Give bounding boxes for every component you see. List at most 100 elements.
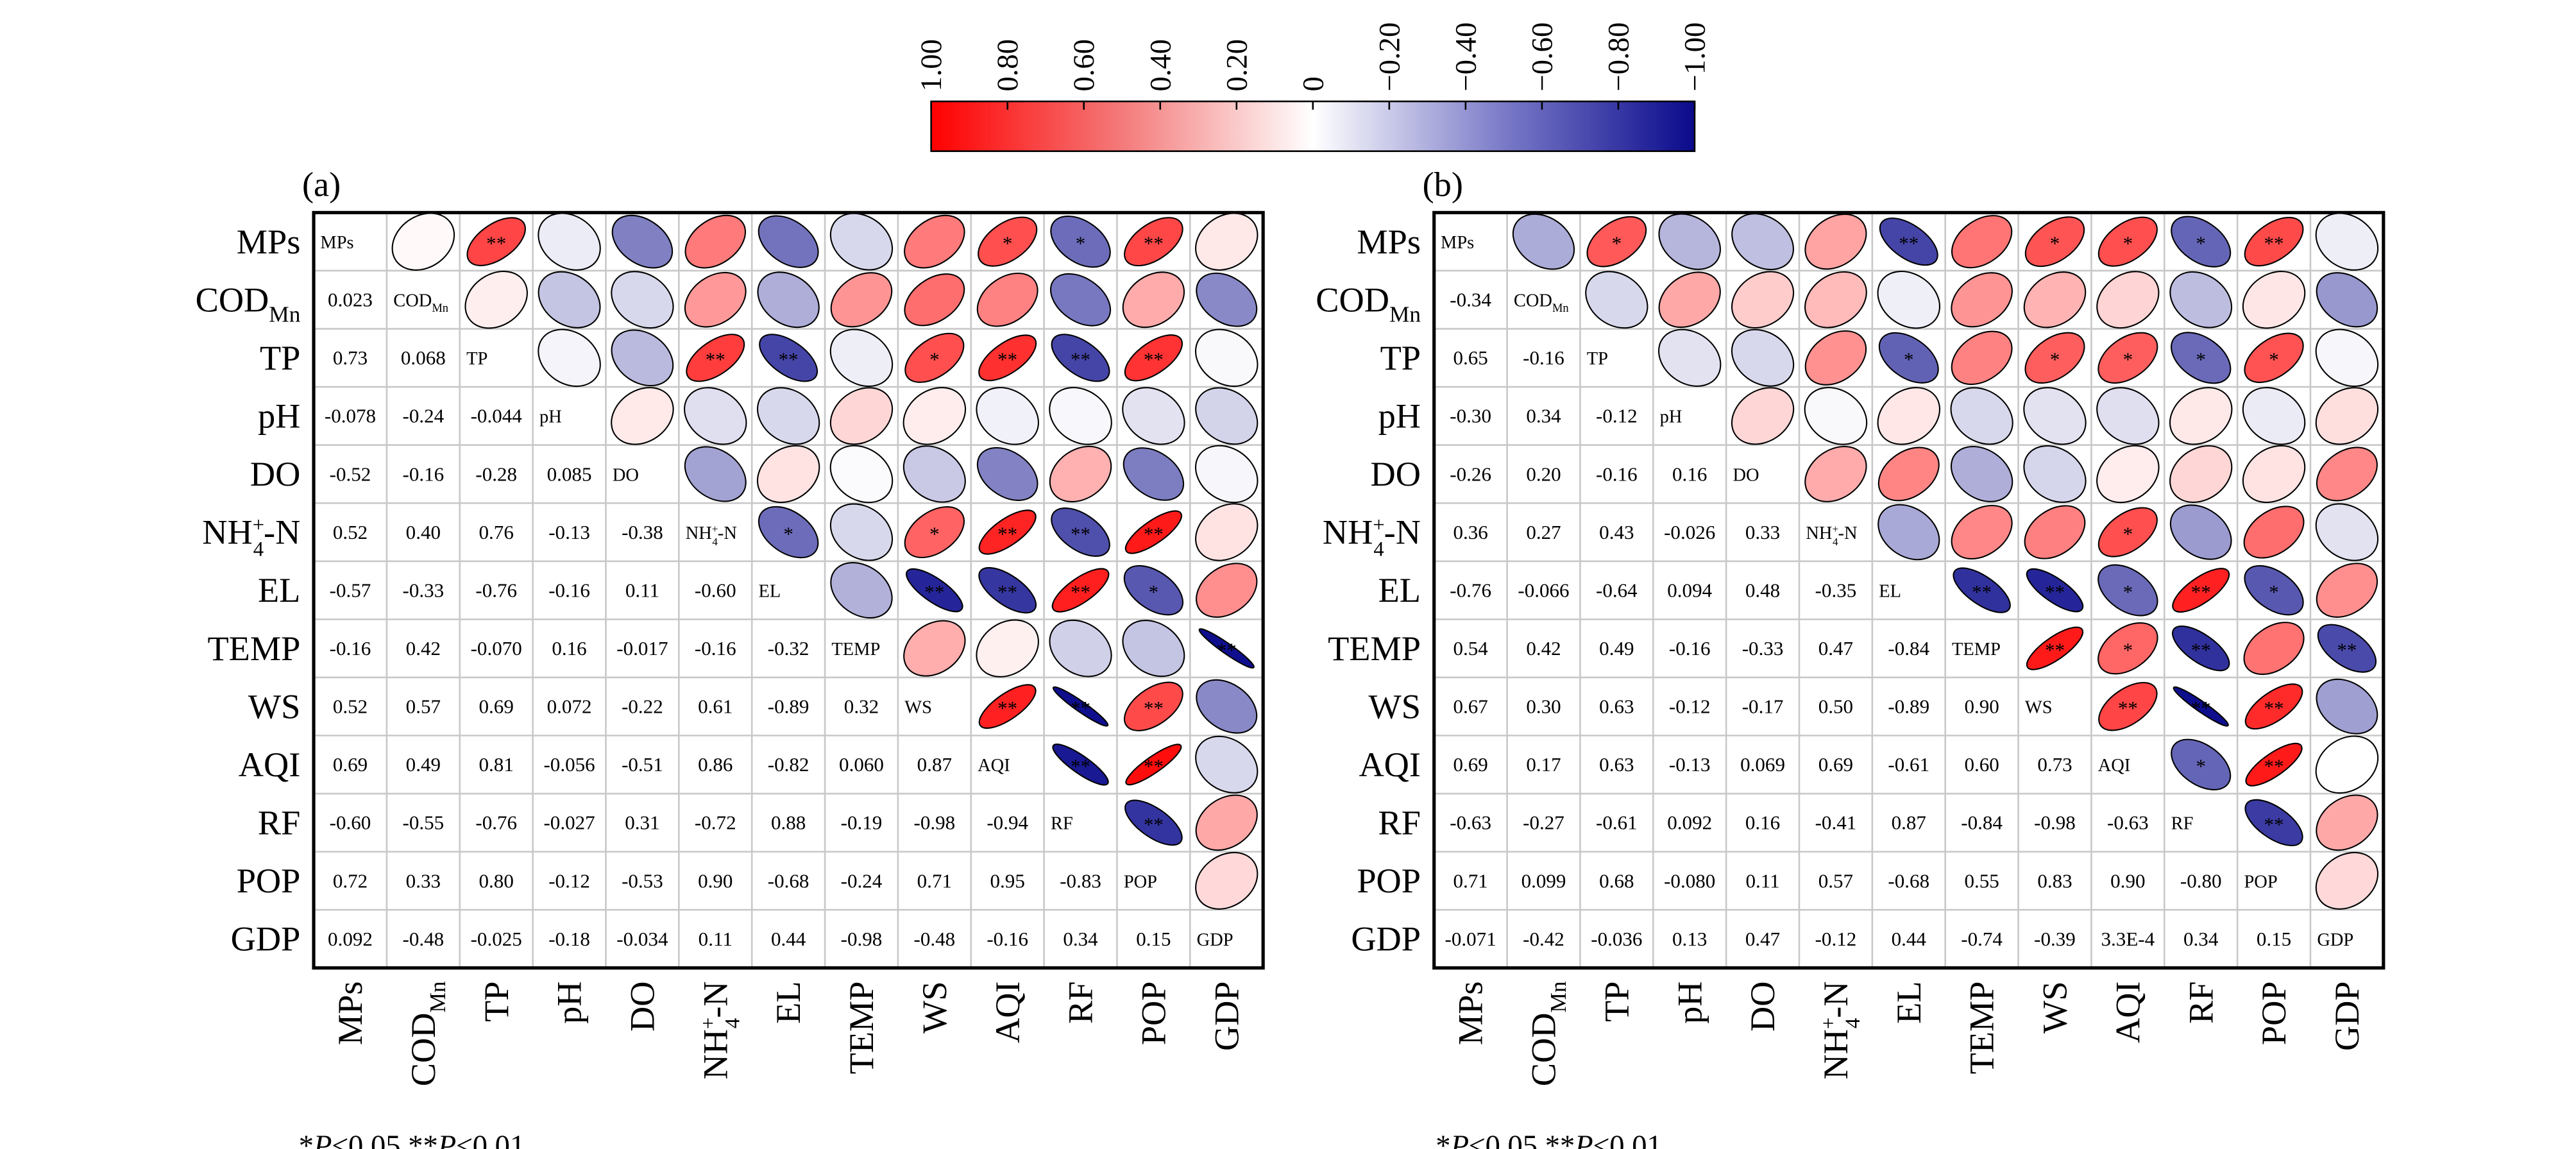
correlation-ellipse <box>1804 387 1868 445</box>
significance-star: ** <box>706 348 725 371</box>
correlation-value: 0.69 <box>1818 753 1853 776</box>
correlation-value: -0.066 <box>1518 579 1569 601</box>
correlation-value: -0.19 <box>841 812 883 834</box>
grid <box>1434 212 2384 968</box>
correlation-ellipse <box>2026 568 2084 613</box>
column-label: AQI <box>988 981 1027 1043</box>
correlation-value: -0.98 <box>841 928 883 950</box>
correlation-ellipse <box>1195 735 1258 794</box>
correlation-ellipse <box>2244 799 2303 847</box>
correlation-ellipse <box>1195 212 1258 271</box>
correlation-value: 0.71 <box>917 869 952 892</box>
correlation-ellipse <box>391 212 455 271</box>
correlation-ellipse <box>1123 447 1185 501</box>
correlation-value: -0.16 <box>330 637 371 660</box>
correlation-ellipse <box>1877 504 1940 561</box>
correlation-ellipse <box>2317 624 2377 673</box>
significance-star: ** <box>2045 639 2065 661</box>
correlation-value: 0.48 <box>1745 579 1780 601</box>
correlation-value: -0.32 <box>768 637 809 660</box>
correlation-ellipse <box>1124 334 1183 382</box>
correlation-value: 0.83 <box>2037 869 2072 892</box>
correlation-ellipse <box>1804 445 1867 502</box>
correlation-value: 0.71 <box>1453 869 1487 892</box>
correlation-value: 0.61 <box>698 695 733 718</box>
correlation-ellipse <box>1052 744 1109 786</box>
row-label: POP <box>237 862 301 900</box>
correlation-ellipse <box>902 445 966 503</box>
correlation-value: 0.40 <box>406 521 441 543</box>
correlation-ellipse <box>1052 686 1109 727</box>
correlation-value: 0.80 <box>479 869 514 892</box>
correlation-ellipse <box>2023 387 2087 445</box>
column-label: TEMP <box>1963 981 2001 1074</box>
correlation-ellipse <box>1586 216 1647 268</box>
correlation-ellipse <box>1951 504 2013 560</box>
correlation-ellipse <box>1194 445 1258 504</box>
correlation-value: 0.092 <box>1667 812 1712 834</box>
correlation-ellipse <box>759 334 818 382</box>
correlation-value: -0.76 <box>475 579 517 601</box>
column-label: GDP <box>1207 981 1246 1051</box>
correlation-value: -0.84 <box>1961 812 2003 834</box>
diagonal-label: DO <box>1733 465 1759 485</box>
correlation-value: 0.90 <box>1964 695 1999 718</box>
correlation-ellipse <box>538 212 601 271</box>
correlation-ellipse <box>1585 271 1648 329</box>
correlation-value: 0.15 <box>2257 928 2291 950</box>
correlation-ellipse <box>904 273 965 327</box>
correlation-ellipse <box>758 506 819 559</box>
correlation-value: -0.18 <box>548 928 590 950</box>
correlation-ellipse <box>978 334 1037 382</box>
correlation-value: 0.17 <box>1526 753 1561 776</box>
significance-star: ** <box>2191 639 2211 661</box>
correlation-value: 0.68 <box>1599 869 1634 892</box>
row-label: NH+ 4-N <box>202 513 300 561</box>
panel-label: (b) <box>1423 166 1463 204</box>
grid <box>314 212 1264 968</box>
correlation-ellipse <box>2097 564 2158 617</box>
correlation-value: -0.39 <box>2034 928 2076 950</box>
significance-star: ** <box>2045 581 2065 603</box>
correlation-value: 0.32 <box>844 695 879 718</box>
correlation-value: 0.81 <box>479 753 514 776</box>
column-label: MPs <box>331 981 369 1045</box>
diagonal-label: EL <box>759 581 781 601</box>
correlation-value: 0.092 <box>328 928 373 950</box>
correlation-value: -0.98 <box>913 812 955 834</box>
column-label: EL <box>769 981 808 1023</box>
colorbar-tick-label: −0.80 <box>1602 22 1635 92</box>
diagonal-label: EL <box>1879 581 1901 601</box>
correlation-value: -0.16 <box>1523 346 1564 369</box>
correlation-ellipse <box>538 271 601 328</box>
correlation-ellipse <box>2023 271 2087 328</box>
correlation-value: -0.070 <box>471 637 522 660</box>
significance-star: ** <box>924 581 944 603</box>
correlation-value: -0.025 <box>471 928 522 950</box>
correlation-value: 3.3E-4 <box>2101 928 2155 950</box>
significance-star: ** <box>2264 232 2284 255</box>
significance-star: * <box>2050 348 2060 371</box>
correlation-value: 0.16 <box>1745 812 1780 834</box>
correlation-value: -0.22 <box>622 695 663 718</box>
correlation-ellipse <box>611 329 674 387</box>
correlation-value: 0.63 <box>1599 695 1634 718</box>
significance-star: ** <box>1144 755 1164 778</box>
correlation-value: -0.94 <box>987 812 1028 834</box>
correlation-ellipse <box>906 568 963 613</box>
correlation-value: -0.16 <box>548 579 590 601</box>
correlation-value: 0.57 <box>406 695 441 718</box>
row-label: TP <box>260 339 300 377</box>
row-label: CODMn <box>1316 280 1421 327</box>
correlation-ellipse <box>686 334 745 382</box>
correlation-value: -0.16 <box>695 637 736 660</box>
correlation-value: -0.68 <box>768 869 809 892</box>
significance-star: ** <box>1071 755 1090 778</box>
diagonal-label: AQI <box>2098 756 2131 776</box>
correlation-value: 0.95 <box>990 869 1025 892</box>
correlation-ellipse <box>756 445 820 504</box>
diagonal-label: DO <box>613 465 639 485</box>
significance-star: * <box>1076 232 1086 255</box>
diagonal-label: MPs <box>320 233 353 253</box>
correlation-ellipse <box>978 566 1037 614</box>
